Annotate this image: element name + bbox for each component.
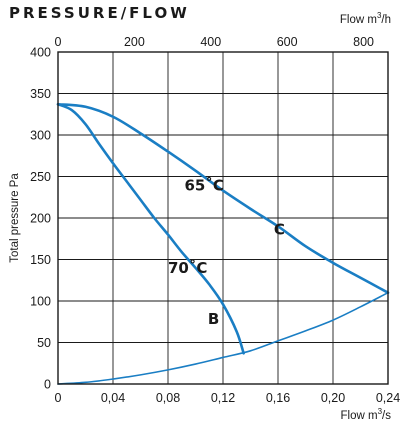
y-tick-label: 350 — [30, 87, 51, 101]
top-tick-label: 0 — [55, 35, 62, 49]
x-tick-labels: 0 0,04 0,08 0,12 0,16 0,20 0,24 — [55, 391, 401, 405]
temperature-label: 65˚C — [185, 177, 224, 195]
x-tick-label: 0,04 — [101, 391, 125, 405]
x-tick-label: 0,24 — [376, 391, 400, 405]
x-tick-label: 0,16 — [266, 391, 290, 405]
top-tick-label: 200 — [124, 35, 145, 49]
y-tick-label: 200 — [30, 212, 51, 226]
curve-labels: C B 65˚C 70˚C — [168, 177, 285, 329]
x-axis-label-top: Flow m3/h — [340, 11, 391, 26]
chart-title: PRESSURE/FLOW — [9, 4, 190, 22]
top-tick-labels: 0 200 400 600 800 — [55, 35, 375, 49]
x-axis-label-top-sup: 3 — [377, 11, 382, 20]
curve-label-c: C — [274, 221, 285, 239]
top-tick-label: 400 — [200, 35, 221, 49]
x-tick-label: 0,20 — [321, 391, 345, 405]
y-tick-label: 0 — [44, 378, 51, 392]
x-tick-label: 0 — [55, 391, 62, 405]
x-axis-label-bottom: Flow m3/s — [341, 407, 392, 422]
curve-label-b: B — [208, 310, 219, 328]
x-tick-label: 0,08 — [156, 391, 180, 405]
y-tick-labels: 0 50 100 150 200 250 300 350 400 — [30, 46, 51, 392]
y-tick-label: 100 — [30, 295, 51, 309]
y-tick-label: 50 — [37, 336, 51, 350]
y-axis-label: Total pressure Pa — [9, 173, 21, 263]
curve-b — [56, 102, 245, 355]
x-tick-label: 0,12 — [211, 391, 235, 405]
plot-frame — [57, 51, 389, 385]
grid-lines — [58, 52, 388, 384]
y-tick-label: 300 — [30, 129, 51, 143]
y-tick-label: 400 — [30, 46, 51, 60]
top-tick-label: 800 — [353, 35, 374, 49]
y-tick-label: 150 — [30, 253, 51, 267]
x-axis-label-bottom-sup: 3 — [378, 407, 383, 416]
curves — [56, 102, 390, 385]
top-tick-label: 600 — [277, 35, 298, 49]
temperature-label: 70˚C — [168, 259, 207, 277]
curve-c — [56, 102, 390, 294]
y-tick-label: 250 — [30, 170, 51, 184]
system-curve — [57, 291, 389, 385]
